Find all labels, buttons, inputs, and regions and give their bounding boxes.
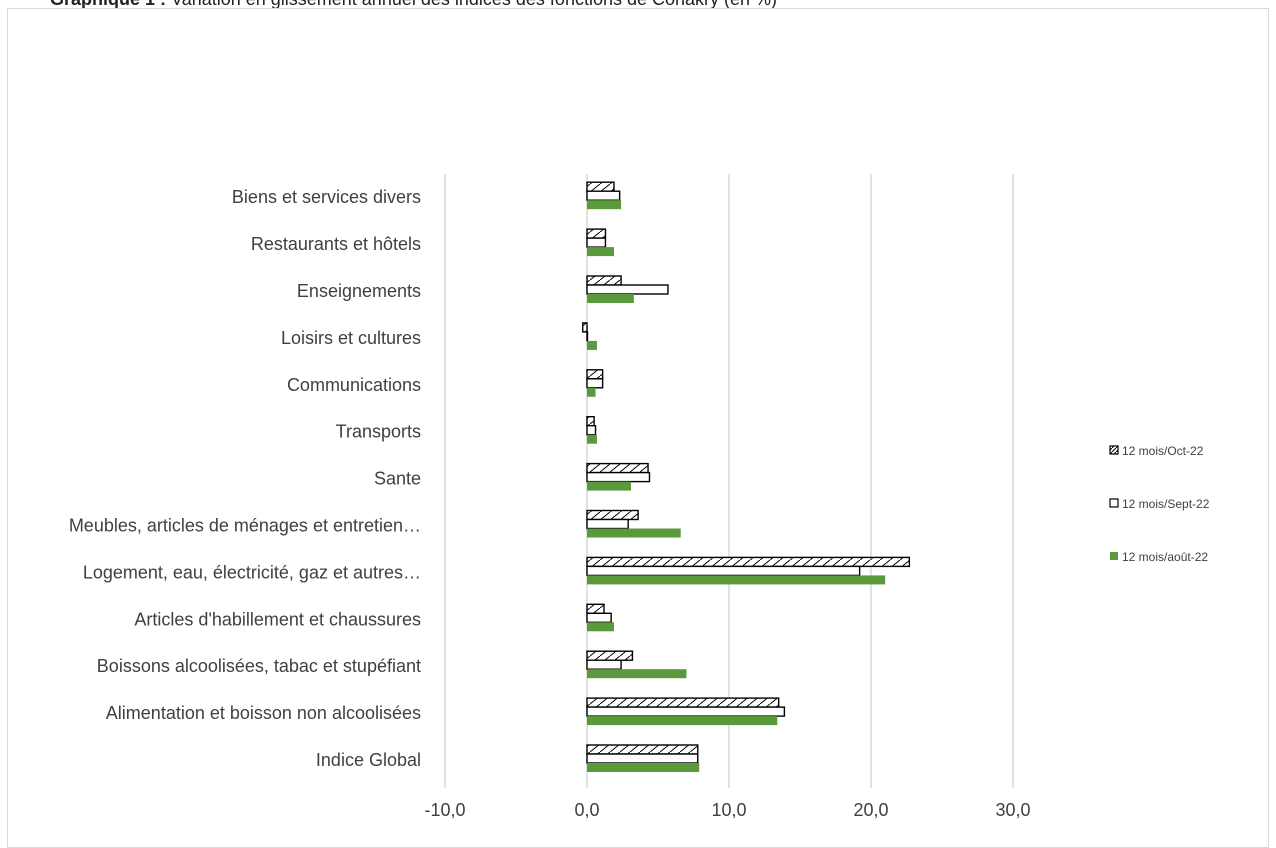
grid-lines bbox=[444, 174, 1014, 788]
category-label: Meubles, articles de ménages et entretie… bbox=[69, 516, 421, 536]
category-label: Indice Global bbox=[316, 750, 421, 770]
x-tick-label: 0,0 bbox=[574, 800, 599, 820]
bar bbox=[587, 716, 778, 726]
bar bbox=[586, 509, 639, 521]
bar bbox=[587, 434, 597, 444]
bar bbox=[587, 387, 596, 397]
bar bbox=[586, 471, 651, 483]
bar bbox=[586, 518, 629, 530]
bar bbox=[586, 416, 595, 427]
category-labels: Indice Global Alimentation et boisson non… bbox=[69, 187, 421, 770]
legend: 12 mois/Oct-22 12 mois/Sept-22 12 mois/aoû… bbox=[1109, 444, 1210, 564]
x-tick-label: -10,0 bbox=[424, 800, 465, 820]
category-label: Boissons alcoolisées, tabac et stupéfian… bbox=[97, 656, 421, 676]
category-label: Alimentation et boisson non alcoolisées bbox=[106, 703, 421, 723]
bar bbox=[586, 331, 589, 342]
bar bbox=[587, 200, 622, 210]
legend-swatch bbox=[1109, 498, 1119, 508]
category-label: Enseignements bbox=[297, 281, 421, 301]
bar bbox=[586, 284, 669, 295]
bar bbox=[586, 650, 634, 661]
bar bbox=[587, 575, 886, 585]
legend-label: 12 mois/Oct-22 bbox=[1122, 444, 1204, 458]
bar bbox=[587, 340, 597, 350]
legend-label: 12 mois/août-22 bbox=[1122, 550, 1208, 564]
bar bbox=[586, 369, 604, 380]
bar bbox=[586, 275, 622, 286]
page-title: Graphique 1 : Variation en glissement an… bbox=[50, 0, 777, 10]
bar bbox=[587, 294, 634, 303]
category-label: Loisirs et cultures bbox=[281, 328, 421, 348]
bar bbox=[586, 556, 911, 568]
bar bbox=[582, 322, 588, 333]
category-label: Transports bbox=[336, 422, 421, 442]
bar bbox=[587, 763, 700, 772]
category-label: Logement, eau, électricité, gaz et autre… bbox=[83, 562, 421, 582]
category-label: Articles d'habillement et chaussures bbox=[134, 609, 421, 629]
legend-swatch bbox=[1110, 552, 1118, 560]
bar bbox=[586, 753, 699, 764]
category-label: Communications bbox=[287, 375, 421, 395]
x-tick-label: 20,0 bbox=[853, 800, 888, 820]
bar bbox=[586, 612, 612, 623]
category-label: Restaurants et hôtels bbox=[251, 234, 421, 254]
bar bbox=[586, 744, 699, 755]
legend-swatch bbox=[1109, 445, 1119, 455]
bar bbox=[586, 425, 597, 436]
bar bbox=[586, 462, 649, 474]
category-label: Biens et services divers bbox=[232, 187, 421, 207]
x-tick-label: 10,0 bbox=[711, 800, 746, 820]
bars bbox=[582, 181, 911, 772]
bar bbox=[587, 622, 614, 632]
bar bbox=[586, 378, 604, 389]
bar bbox=[586, 181, 615, 192]
x-tick-label: 30,0 bbox=[995, 800, 1030, 820]
bar bbox=[586, 190, 621, 201]
bar bbox=[586, 237, 607, 248]
legend-label: 12 mois/Sept-22 bbox=[1122, 497, 1210, 511]
bar bbox=[587, 247, 614, 257]
bar bbox=[587, 528, 681, 538]
bar bbox=[587, 669, 687, 679]
bar bbox=[587, 481, 632, 491]
bar bbox=[586, 228, 607, 239]
bar bbox=[586, 659, 622, 670]
bar bbox=[586, 706, 786, 717]
bar bbox=[586, 697, 780, 708]
bar bbox=[586, 565, 861, 577]
x-axis-ticks: -10,0 0,0 10,0 20,0 30,0 bbox=[424, 800, 1030, 820]
bar bbox=[586, 603, 605, 614]
category-label: Sante bbox=[374, 469, 421, 489]
